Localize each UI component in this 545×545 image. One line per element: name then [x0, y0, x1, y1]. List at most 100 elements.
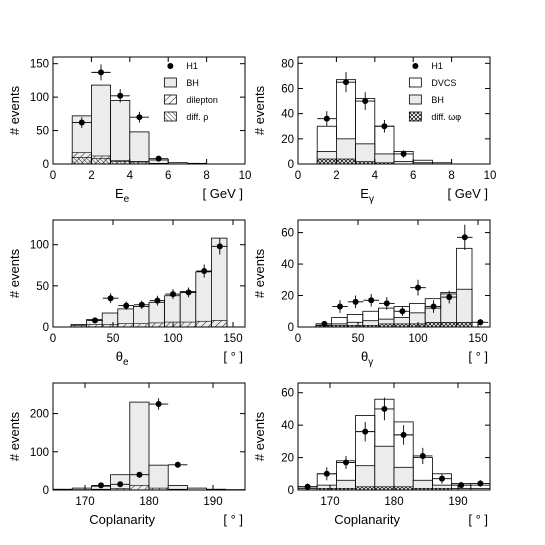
y-tick-label: 20: [281, 134, 294, 146]
x-tick-label: 0: [295, 170, 301, 182]
x-tick-label: 50: [107, 333, 120, 345]
data-point: [154, 297, 161, 304]
x-tick-label: 180: [384, 496, 403, 508]
y-tick-label: 20: [281, 453, 294, 465]
x-tick-label: 50: [352, 333, 365, 345]
x-axis-title: Coplanarity: [89, 512, 155, 527]
panel-e-angle: 0 50 100 150 0 50 100 # events θe [ ° ]: [7, 219, 246, 368]
x-axis-title-main: Coplanarity: [89, 512, 155, 527]
data-point: [117, 481, 124, 488]
bar-hatch: [164, 321, 181, 327]
x-tick-label: 190: [448, 496, 467, 508]
bar-fill: [355, 465, 376, 490]
x-axis-unit: [ GeV ]: [448, 186, 488, 201]
data-point: [155, 155, 162, 162]
bar-crosshatch: [424, 321, 442, 327]
y-tick-label: 40: [281, 420, 294, 432]
data-point: [117, 92, 124, 99]
y-tick-label: 80: [281, 58, 294, 70]
x-axis-title: Coplanarity: [334, 512, 400, 527]
data-point: [343, 79, 349, 86]
x-tick-label: 0: [295, 333, 301, 345]
x-tick-label: 170: [320, 496, 339, 508]
x-tick-label: 4: [372, 170, 379, 182]
bar-fill: [374, 153, 395, 164]
data-point: [174, 461, 181, 468]
data-point: [92, 317, 98, 324]
data-point: [136, 471, 143, 478]
bar-crosshatch: [336, 158, 356, 164]
x-axis-title-sub: γ: [369, 194, 374, 205]
y-axis-title: # events: [7, 85, 22, 135]
y-tick-label: 100: [30, 240, 49, 252]
legend-swatch: [163, 77, 177, 88]
data-point: [419, 452, 426, 459]
y-tick-label: 100: [30, 92, 49, 104]
y-tick-label: 40: [281, 109, 294, 121]
data-point: [430, 303, 437, 310]
plot-area: [316, 72, 452, 164]
y-axis-title: # events: [252, 85, 267, 135]
plot-area: [53, 398, 245, 490]
x-axis-unit: [ ° ]: [223, 349, 243, 364]
y-axis-title: # events: [252, 411, 267, 461]
bar-crosshatch: [456, 321, 473, 327]
data-point: [352, 298, 359, 305]
data-point: [399, 308, 406, 315]
y-tick-label: 60: [281, 228, 294, 240]
legend-label: H1: [431, 61, 443, 71]
y-tick-label: 0: [288, 322, 294, 334]
x-tick-label: 2: [333, 170, 339, 182]
bar-fill: [110, 100, 131, 164]
y-tick-label: 0: [43, 322, 49, 334]
axes-frame: [52, 56, 246, 165]
x-axis-title-sub: e: [123, 357, 129, 368]
x-tick-label: 100: [408, 333, 427, 345]
plot-area: [315, 224, 489, 327]
data-point: [78, 119, 85, 126]
x-tick-label: 8: [448, 170, 454, 182]
bar-fill: [393, 466, 414, 490]
legend-label: BH: [431, 95, 444, 105]
y-tick-label: 50: [36, 281, 49, 293]
x-axis-title-main: θ: [361, 349, 368, 364]
legend-swatch: [408, 94, 422, 105]
bar-hatch: [179, 321, 197, 327]
data-point: [400, 150, 407, 157]
x-axis-title-sub: e: [124, 194, 130, 205]
x-axis-title-main: Coplanarity: [334, 512, 400, 527]
y-tick-label: 60: [281, 388, 294, 400]
x-tick-label: 190: [203, 496, 222, 508]
data-point: [415, 284, 421, 291]
data-point: [477, 319, 484, 326]
data-point: [321, 320, 328, 327]
plot-area: [298, 397, 490, 490]
y-axis-title: # events: [252, 248, 267, 298]
bar-fill: [148, 464, 169, 490]
legend-marker: [412, 63, 419, 69]
data-point: [381, 405, 388, 412]
x-tick-label: 6: [165, 170, 171, 182]
bar-fill: [129, 401, 150, 490]
bar-fill: [91, 84, 112, 164]
data-point: [400, 431, 407, 438]
x-axis-title: θe: [116, 349, 129, 368]
y-tick-label: 40: [281, 259, 294, 271]
x-axis-unit: [ ° ]: [468, 349, 488, 364]
data-point: [98, 482, 104, 489]
x-tick-label: 0: [50, 333, 56, 345]
bar-hatch-dense: [91, 158, 111, 164]
bar-hatch: [148, 322, 165, 327]
bar-crosshatch: [316, 158, 337, 164]
legend-marker: [167, 63, 174, 69]
x-tick-label: 8: [203, 170, 209, 182]
bar-hatch: [129, 485, 150, 490]
panel-gamma-energy: 0 2 4 6 8 10 0 20 40 60 80 # events Eγ [ GeV ] H1 DVCS B…: [252, 56, 496, 205]
legend-label: DVCS: [431, 78, 456, 88]
data-point: [201, 268, 208, 275]
data-point: [170, 291, 176, 298]
x-tick-label: 2: [88, 170, 94, 182]
legend-swatch: [163, 111, 177, 122]
